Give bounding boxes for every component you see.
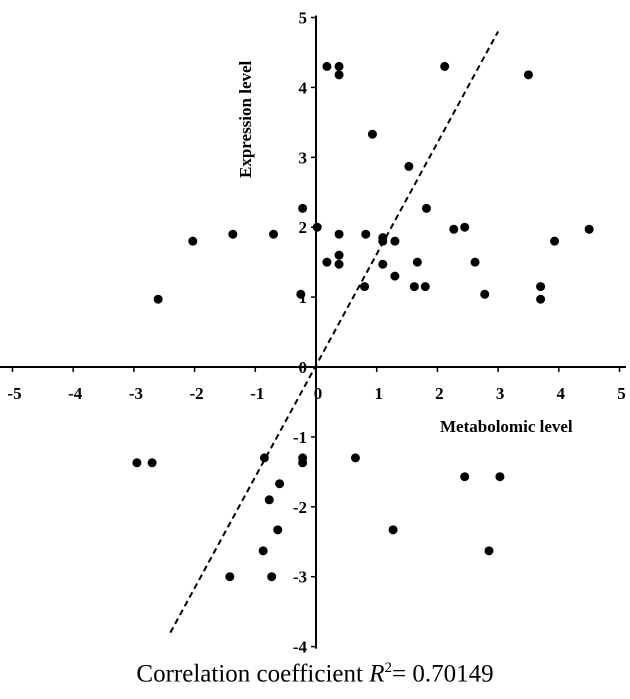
data-point bbox=[440, 61, 450, 71]
data-point bbox=[269, 229, 279, 239]
data-point bbox=[420, 282, 430, 292]
caption-text: Correlation coefficient bbox=[136, 660, 370, 688]
data-point bbox=[460, 472, 470, 482]
data-point bbox=[470, 257, 480, 267]
y-tick-label: 4 bbox=[299, 78, 308, 97]
data-point bbox=[412, 257, 422, 267]
data-point bbox=[225, 572, 235, 582]
data-point bbox=[296, 289, 306, 299]
data-point bbox=[360, 282, 370, 292]
trend-line bbox=[169, 31, 499, 634]
data-point bbox=[258, 546, 268, 556]
data-point bbox=[334, 250, 344, 260]
data-point bbox=[367, 129, 377, 139]
x-axis-title: Metabolomic level bbox=[440, 417, 573, 436]
data-point bbox=[267, 572, 277, 582]
y-tick-label: 2 bbox=[299, 218, 308, 237]
caption-value: = 0.70149 bbox=[391, 660, 494, 688]
data-point bbox=[390, 236, 400, 246]
x-tick-label: 0 bbox=[314, 384, 323, 403]
data-point bbox=[275, 479, 285, 489]
y-tick-label: -4 bbox=[293, 638, 308, 657]
data-points bbox=[132, 61, 594, 582]
data-point bbox=[264, 495, 274, 505]
data-point bbox=[298, 203, 308, 213]
data-point bbox=[404, 161, 414, 171]
data-point bbox=[228, 229, 238, 239]
data-point bbox=[460, 222, 470, 232]
data-point bbox=[298, 458, 308, 468]
x-tick-labels: -5 -4 -3 -2 -1 0 1 2 3 4 5 bbox=[7, 384, 625, 403]
x-tick-label: 3 bbox=[496, 384, 505, 403]
data-point bbox=[334, 70, 344, 80]
data-point bbox=[334, 229, 344, 239]
data-point bbox=[322, 257, 332, 267]
correlation-caption: Correlation coefficient R2= 0.70149 bbox=[0, 660, 630, 688]
data-point bbox=[153, 294, 163, 304]
data-point bbox=[361, 229, 371, 239]
y-tick-label: 0 bbox=[299, 358, 308, 377]
y-tick-label: -3 bbox=[293, 568, 307, 587]
data-point bbox=[322, 61, 332, 71]
data-point bbox=[259, 453, 269, 463]
data-point bbox=[388, 525, 398, 535]
x-tick-label: 1 bbox=[374, 384, 383, 403]
x-tick-label: 2 bbox=[435, 384, 444, 403]
data-point bbox=[484, 546, 494, 556]
y-tick-label: 3 bbox=[299, 148, 308, 167]
data-point bbox=[449, 224, 459, 234]
data-point bbox=[188, 236, 198, 246]
data-point bbox=[132, 458, 142, 468]
x-tick-label: -1 bbox=[250, 384, 264, 403]
data-point bbox=[312, 222, 322, 232]
x-tick-label: -2 bbox=[190, 384, 204, 403]
x-tick-label: 4 bbox=[557, 384, 566, 403]
data-point bbox=[350, 453, 360, 463]
x-tick-label: -5 bbox=[7, 384, 21, 403]
data-point bbox=[480, 289, 490, 299]
data-point bbox=[536, 294, 546, 304]
data-point bbox=[584, 224, 594, 234]
data-point bbox=[147, 458, 157, 468]
data-point bbox=[536, 282, 546, 292]
y-tick-label: 5 bbox=[299, 9, 308, 28]
data-point bbox=[334, 61, 344, 71]
y-tick-label: -2 bbox=[293, 498, 307, 517]
caption-superscript: 2 bbox=[384, 660, 392, 676]
data-point bbox=[378, 259, 388, 269]
x-tick-label: -3 bbox=[129, 384, 143, 403]
data-point bbox=[334, 259, 344, 269]
data-point bbox=[378, 236, 388, 246]
data-point bbox=[409, 282, 419, 292]
y-tick-label: -1 bbox=[293, 428, 307, 447]
data-point bbox=[523, 70, 533, 80]
data-point bbox=[550, 236, 560, 246]
axes bbox=[0, 15, 626, 649]
data-point bbox=[495, 472, 505, 482]
data-point bbox=[390, 271, 400, 281]
data-point bbox=[421, 203, 431, 213]
caption-symbol: R bbox=[369, 660, 385, 688]
x-tick-label: -4 bbox=[68, 384, 83, 403]
x-tick-label: 5 bbox=[617, 384, 626, 403]
y-axis-title: Expression level bbox=[236, 60, 255, 178]
data-point bbox=[273, 525, 283, 535]
